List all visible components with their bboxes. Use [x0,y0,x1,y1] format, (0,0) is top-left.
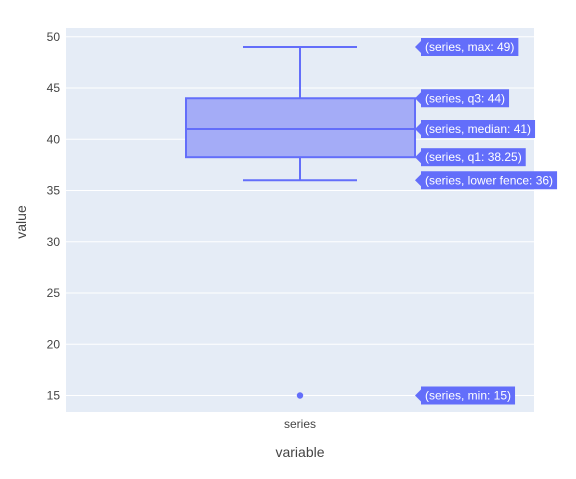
y-tick-35: 35 [47,184,61,198]
hover-label-text-min: (series, min: 15) [425,389,511,403]
hover-label-min: (series, min: 15) [415,386,516,405]
hover-label-box-median [421,120,536,138]
box-trace[interactable] [185,46,416,399]
hover-label-max: (series, max: 49) [415,38,519,56]
y-tick-20: 20 [47,337,61,351]
hover-label-pointer-min [415,389,421,402]
hover-label-box-q1 [421,148,526,167]
y-tick-labels: 15 20 25 30 35 40 45 50 [47,30,61,403]
y-tick-30: 30 [47,235,61,249]
x-tick-label: series [284,417,316,431]
hover-label-text-max: (series, max: 49) [425,40,514,54]
y-tick-15: 15 [47,389,61,403]
hover-label-box-min [421,386,516,405]
hover-label-pointer-q1 [415,151,421,164]
y-axis-title: value [13,205,29,239]
hover-label-text-median: (series, median: 41) [425,122,531,136]
hover-label-lower-fence: (series, lower fence: 36) [415,171,558,190]
hover-label-box-lower-fence [421,171,558,190]
hover-label-text-lower-fence: (series, lower fence: 36) [425,173,553,187]
hover-label-pointer-lower-fence [415,174,421,187]
hover-labels: (series, max: 49) (series, q3: 44) (series… [415,38,558,405]
outlier-point-0 [296,392,304,399]
y-tick-50: 50 [47,30,61,44]
hover-label-pointer-median [415,123,421,135]
hover-label-box-q3 [421,89,510,108]
hover-label-text-q1: (series, q1: 38.25) [425,150,522,164]
hover-label-text-q3: (series, q3: 44) [425,91,505,105]
x-axis-title: variable [275,444,324,460]
iqr-box [185,97,416,159]
hover-label-pointer-q3 [415,92,421,105]
y-tick-25: 25 [47,286,61,300]
hover-label-box-max [421,38,519,56]
hover-label-median: (series, median: 41) [415,120,536,138]
hover-label-pointer-max [415,41,421,53]
hover-label-q3: (series, q3: 44) [415,89,510,108]
hover-label-q1: (series, q1: 38.25) [415,148,526,167]
y-tick-45: 45 [47,81,61,95]
y-tick-40: 40 [47,132,61,146]
